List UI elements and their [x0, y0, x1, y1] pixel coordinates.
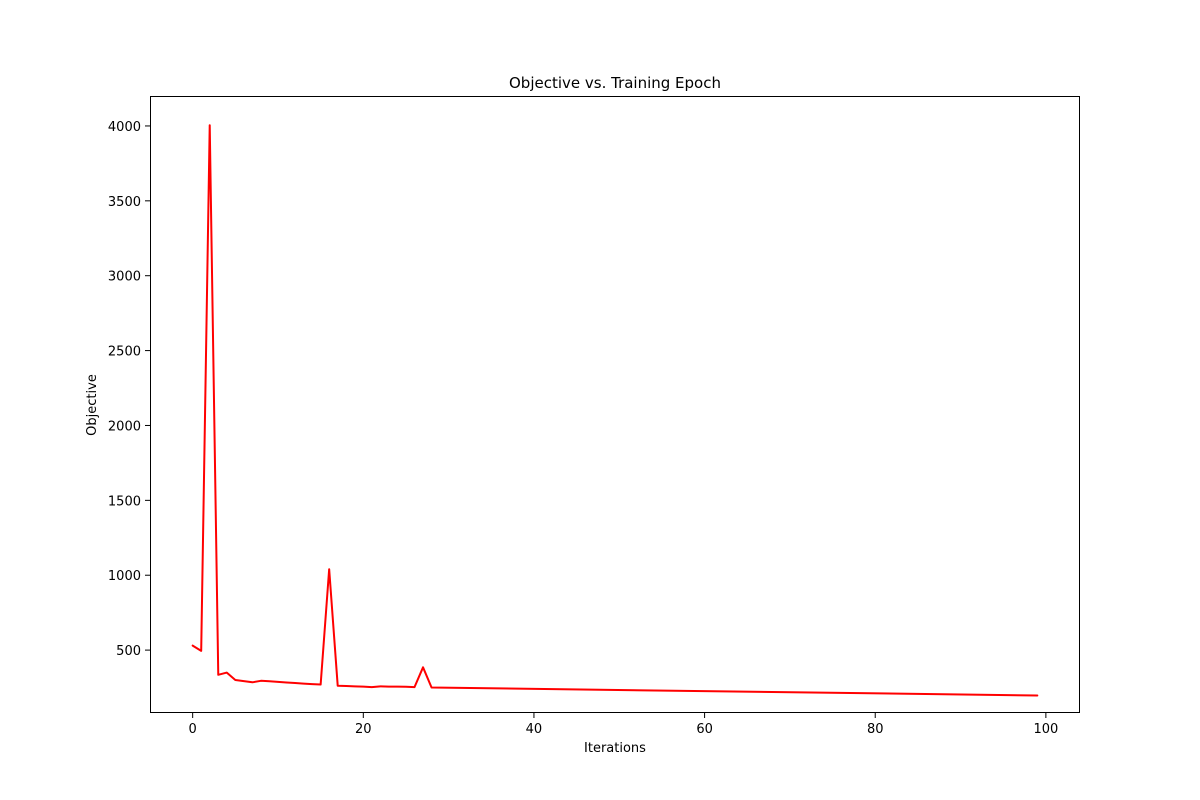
x-tick-label: 20: [355, 722, 372, 737]
x-axis-label: Iterations: [584, 741, 646, 756]
x-tick-label: 60: [696, 722, 713, 737]
y-tick-label: 3500: [108, 195, 141, 210]
y-tick-label: 2500: [108, 345, 141, 360]
y-tick-label: 2000: [108, 419, 141, 434]
y-tick-label: 500: [116, 644, 141, 659]
y-axis-label: Objective: [85, 374, 100, 436]
x-tick-label: 0: [189, 722, 197, 737]
y-tick-label: 1500: [108, 494, 141, 509]
y-tick-label: 1000: [108, 569, 141, 584]
x-tick-label: 80: [867, 722, 884, 737]
x-tick-label: 40: [526, 722, 543, 737]
y-tick-label: 4000: [108, 120, 141, 135]
x-tick-label: 100: [1033, 722, 1058, 737]
chart-title: Objective vs. Training Epoch: [509, 74, 721, 92]
objective-series-line: [191, 124, 1039, 697]
plot-frame: [150, 96, 1080, 713]
y-tick-label: 3000: [108, 270, 141, 285]
